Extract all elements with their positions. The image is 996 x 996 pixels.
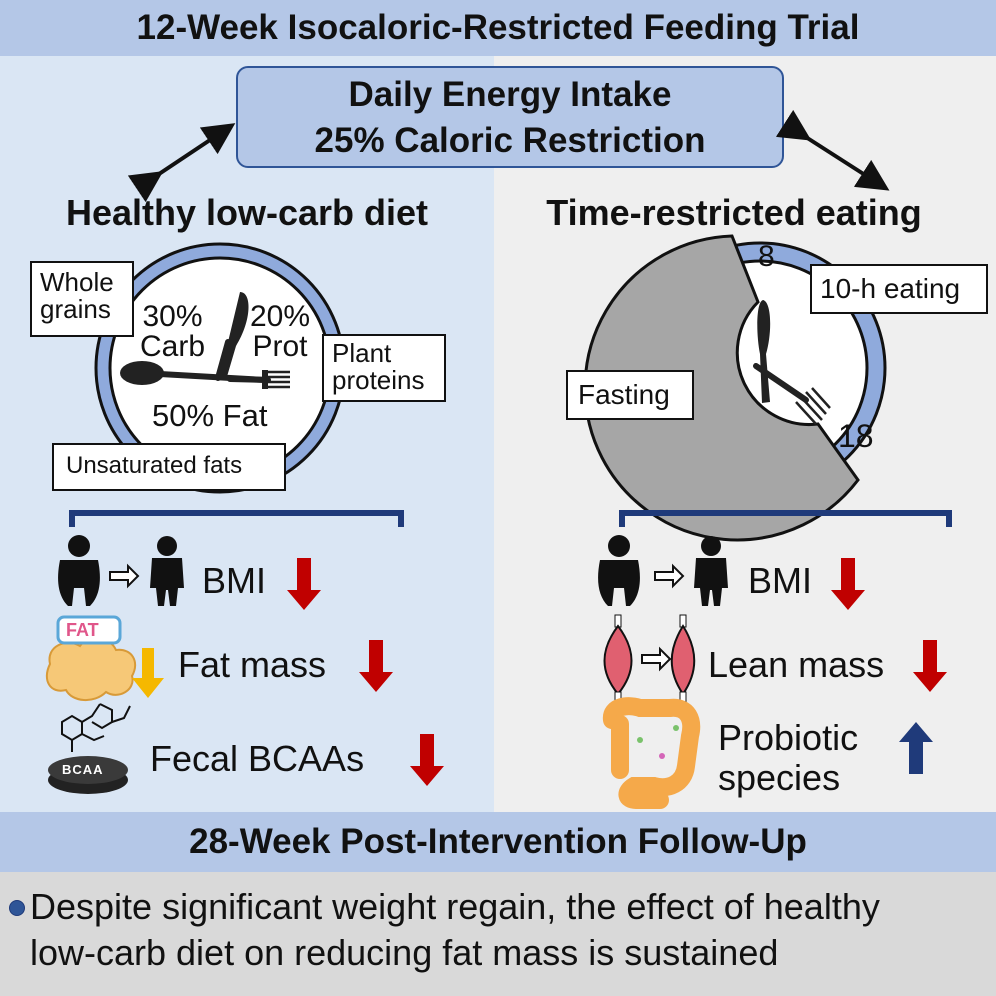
fecal-bcaa-label: Fecal BCAAs (150, 738, 365, 779)
header-band: 12-Week Isocaloric-Restricted Feeding Tr… (0, 0, 996, 56)
follow-up-title: 28-Week Post-Intervention Follow-Up (189, 822, 807, 861)
energy-intake-line2: 25% Caloric Restriction (314, 121, 706, 160)
right-title: Time-restricted eating (546, 192, 922, 233)
fork-icon (227, 370, 290, 389)
hour-start-label: 8 (758, 240, 775, 273)
obese-person-icon-right (598, 535, 640, 606)
knife-icon (215, 292, 249, 381)
bmi-down-arrow-right (831, 558, 865, 610)
fat-icon-label: FAT (66, 620, 99, 640)
obese-person-icon-left (58, 535, 100, 606)
tag-fasting: Fasting (566, 370, 694, 420)
carb-label: 30% Carb (140, 300, 206, 363)
lean-mass-label: Lean mass (708, 644, 885, 685)
follow-up-panel (0, 872, 996, 996)
fasting-wedge (583, 234, 860, 542)
left-bmi-label: BMI (202, 560, 267, 601)
left-title: Healthy low-carb diet (65, 192, 429, 233)
fat-mass-label: Fat mass (178, 644, 327, 685)
tag-eating-window: 10-h eating (810, 264, 988, 314)
follow-up-text: Despite significant weight regain, the e… (30, 886, 880, 973)
lean-mass-down-arrow (913, 640, 947, 692)
bmi-down-arrow-left (287, 558, 321, 610)
prot-label: 20% Prot (250, 300, 311, 363)
intestine-icon (602, 697, 701, 809)
probiotic-label: Probiotic species (718, 717, 859, 798)
energy-intake-box: Daily Energy Intake 25% Caloric Restrict… (236, 66, 784, 168)
bcaa-molecule-icon (61, 703, 131, 752)
trial-title: 12-Week Isocaloric-Restricted Feeding Tr… (136, 8, 860, 47)
tag-unsaturated-fats: Unsaturated fats (52, 443, 286, 491)
tag-plant-proteins: Plant proteins (322, 334, 446, 402)
right-double-arrow (775, 109, 890, 191)
left-bracket (69, 510, 404, 527)
right-bracket (619, 510, 952, 527)
bcaa-down-arrow (410, 734, 444, 786)
bcaa-pill-icon (48, 756, 128, 794)
energy-intake-line1: Daily Energy Intake (348, 75, 672, 114)
hour-end-label: 18 (838, 418, 874, 454)
muscle-icon-before (603, 614, 633, 705)
slim-person-icon-right (694, 536, 728, 606)
yellow-down-arrow (132, 648, 164, 698)
clock-fork-icon (753, 363, 831, 425)
fat-mass-down-arrow (359, 640, 393, 692)
left-double-arrow (127, 123, 236, 203)
bullet-dot (9, 900, 25, 916)
arrow-hollow-icon-right (654, 563, 685, 589)
bcaa-icon-label: BCAA (62, 762, 104, 777)
probiotic-up-arrow (899, 722, 933, 774)
follow-up-band: 28-Week Post-Intervention Follow-Up (0, 812, 996, 872)
clock-knife-icon (757, 300, 771, 403)
arrow-hollow-icon-muscle (641, 646, 672, 672)
tag-whole-grains: Whole grains (30, 261, 134, 337)
arrow-hollow-icon-left (109, 563, 140, 589)
right-bmi-label: BMI (748, 560, 813, 601)
fat-tissue-icon (45, 615, 137, 701)
slim-person-icon-left (150, 536, 184, 606)
muscle-icon-after (670, 614, 696, 705)
fat-label: 50% Fat (152, 398, 268, 433)
